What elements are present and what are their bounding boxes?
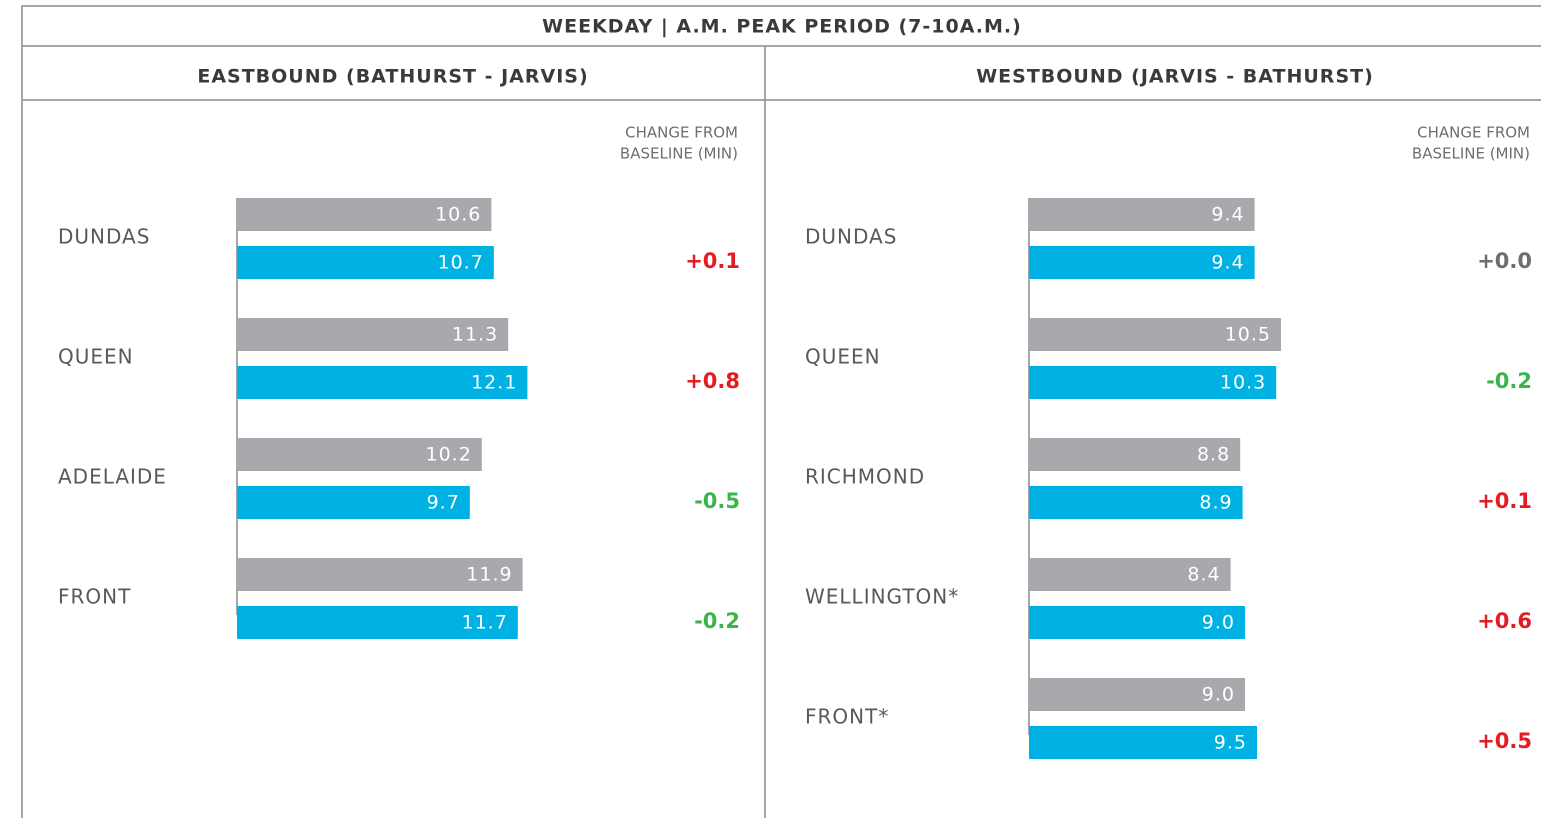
bar: [1029, 606, 1245, 639]
value-label: 10.7: [437, 252, 483, 274]
value-label: 10.6: [435, 204, 481, 226]
bar: [1029, 246, 1255, 279]
bar: [1029, 198, 1255, 231]
change-label: -0.2: [694, 609, 740, 633]
bar: [1029, 318, 1281, 351]
annotation: CHANGE FROM: [625, 124, 738, 142]
category-label: QUEEN: [58, 345, 134, 369]
bar: [1029, 726, 1257, 759]
change-label: -0.2: [1486, 369, 1532, 393]
change-label: +0.5: [1477, 729, 1532, 753]
bar: [1029, 486, 1243, 519]
value-label: 9.7: [427, 492, 460, 514]
value-label: 11.3: [452, 324, 498, 346]
value-label: 11.9: [466, 564, 512, 586]
bar: [237, 486, 470, 519]
value-label: 9.4: [1211, 204, 1244, 226]
value-label: 11.7: [461, 612, 507, 634]
page-title: WEEKDAY | A.M. PEAK PERIOD (7-10A.M.): [542, 16, 1022, 38]
bar: [237, 558, 523, 591]
bar: [237, 198, 492, 231]
annotation: BASELINE (MIN): [620, 145, 738, 163]
bar: [1029, 366, 1277, 399]
category-label: QUEEN: [805, 345, 881, 369]
value-label: 10.5: [1225, 324, 1271, 346]
value-label: 9.4: [1211, 252, 1244, 274]
bar: [1029, 438, 1241, 471]
value-label: 8.8: [1197, 444, 1230, 466]
category-label: ADELAIDE: [58, 465, 167, 489]
value-label: 9.0: [1202, 684, 1235, 706]
annotation: CHANGE FROM: [1417, 124, 1530, 142]
category-label: FRONT*: [805, 705, 889, 729]
category-label: RICHMOND: [805, 465, 925, 489]
change-label: +0.0: [1477, 249, 1532, 273]
frame: [21, 5, 1541, 818]
bar: [237, 366, 528, 399]
category-label: WELLINGTON*: [805, 585, 959, 609]
change-label: +0.1: [685, 249, 740, 273]
value-label: 10.2: [425, 444, 471, 466]
value-label: 9.0: [1202, 612, 1235, 634]
bar: [1029, 558, 1231, 591]
category-label: DUNDAS: [805, 225, 897, 249]
annotation: BASELINE (MIN): [1412, 145, 1530, 163]
bar: [237, 318, 509, 351]
change-label: +0.6: [1477, 609, 1532, 633]
value-label: 10.3: [1220, 372, 1266, 394]
value-label: 9.5: [1214, 732, 1247, 754]
value-label: 8.9: [1199, 492, 1232, 514]
bar: [1029, 678, 1245, 711]
category-label: FRONT: [58, 585, 131, 609]
value-label: 8.4: [1187, 564, 1220, 586]
change-label: -0.5: [694, 489, 740, 513]
category-label: DUNDAS: [58, 225, 150, 249]
panel-title: EASTBOUND (BATHURST - JARVIS): [197, 66, 588, 88]
bar: [237, 246, 494, 279]
bar: [237, 606, 518, 639]
panel-title: WESTBOUND (JARVIS - BATHURST): [976, 66, 1374, 88]
change-label: +0.1: [1477, 489, 1532, 513]
change-label: +0.8: [685, 369, 740, 393]
bar: [237, 438, 482, 471]
value-label: 12.1: [471, 372, 517, 394]
